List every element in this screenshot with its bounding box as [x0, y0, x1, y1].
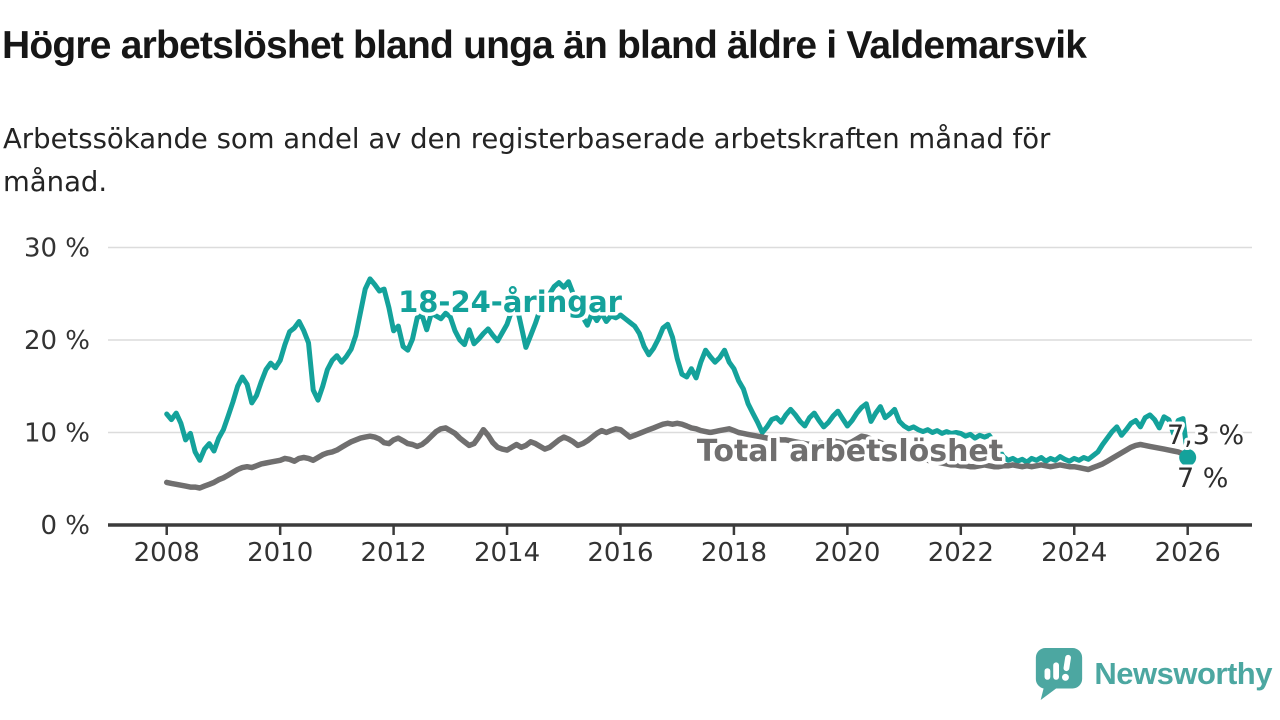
end-marker-dot	[1179, 448, 1197, 466]
axis-layer: 0 % 10 % 20 % 30 % 2008 2010 2012 2014 2016 2018 2…	[24, 234, 1252, 568]
newsworthy-logo-text: Newsworthy	[1094, 656, 1272, 691]
y-tick-label: 20 %	[24, 326, 90, 356]
line-youth	[164, 276, 1191, 465]
x-tick-label: 2012	[361, 538, 427, 568]
x-tick-label: 2014	[474, 538, 540, 568]
x-tick-label: 2008	[134, 538, 200, 568]
y-tick-label: 0 %	[40, 511, 90, 541]
x-tick-label: 2022	[928, 538, 994, 568]
newsworthy-logo-icon	[1036, 647, 1083, 701]
logo-bar-tall	[1053, 662, 1060, 680]
grid-layer	[108, 246, 1252, 434]
annotation-layer: 18-24-åringar Total arbetslöshet 7,3 % 7…	[395, 282, 1248, 498]
line-total	[163, 420, 1191, 491]
x-tick-label: 2010	[247, 538, 313, 568]
newsworthy-logo: Newsworthy	[1034, 647, 1272, 701]
y-tick-label: 10 %	[24, 419, 90, 449]
logo-bar-small	[1044, 668, 1051, 680]
x-tick-label: 2024	[1041, 538, 1107, 568]
x-tick-label: 2020	[814, 538, 880, 568]
y-tick-label: 30 %	[24, 234, 90, 264]
logo-exclamation	[1062, 654, 1072, 681]
end-label-total: 7 %	[1177, 463, 1228, 494]
series-layer	[163, 276, 1197, 491]
series-label-total: Total arbetslöshet	[697, 434, 1003, 469]
chart-subtitle: Arbetssökande som andel av den registerb…	[3, 123, 1051, 199]
x-tick-label: 2018	[701, 538, 767, 568]
series-label-youth: 18-24-åringar	[398, 285, 623, 319]
page-title: Högre arbetslöshet bland unga än bland ä…	[2, 24, 1087, 67]
x-tick-label: 2016	[587, 538, 653, 568]
end-label-youth: 7,3 %	[1167, 420, 1244, 451]
x-tick-label: 2026	[1155, 538, 1221, 568]
